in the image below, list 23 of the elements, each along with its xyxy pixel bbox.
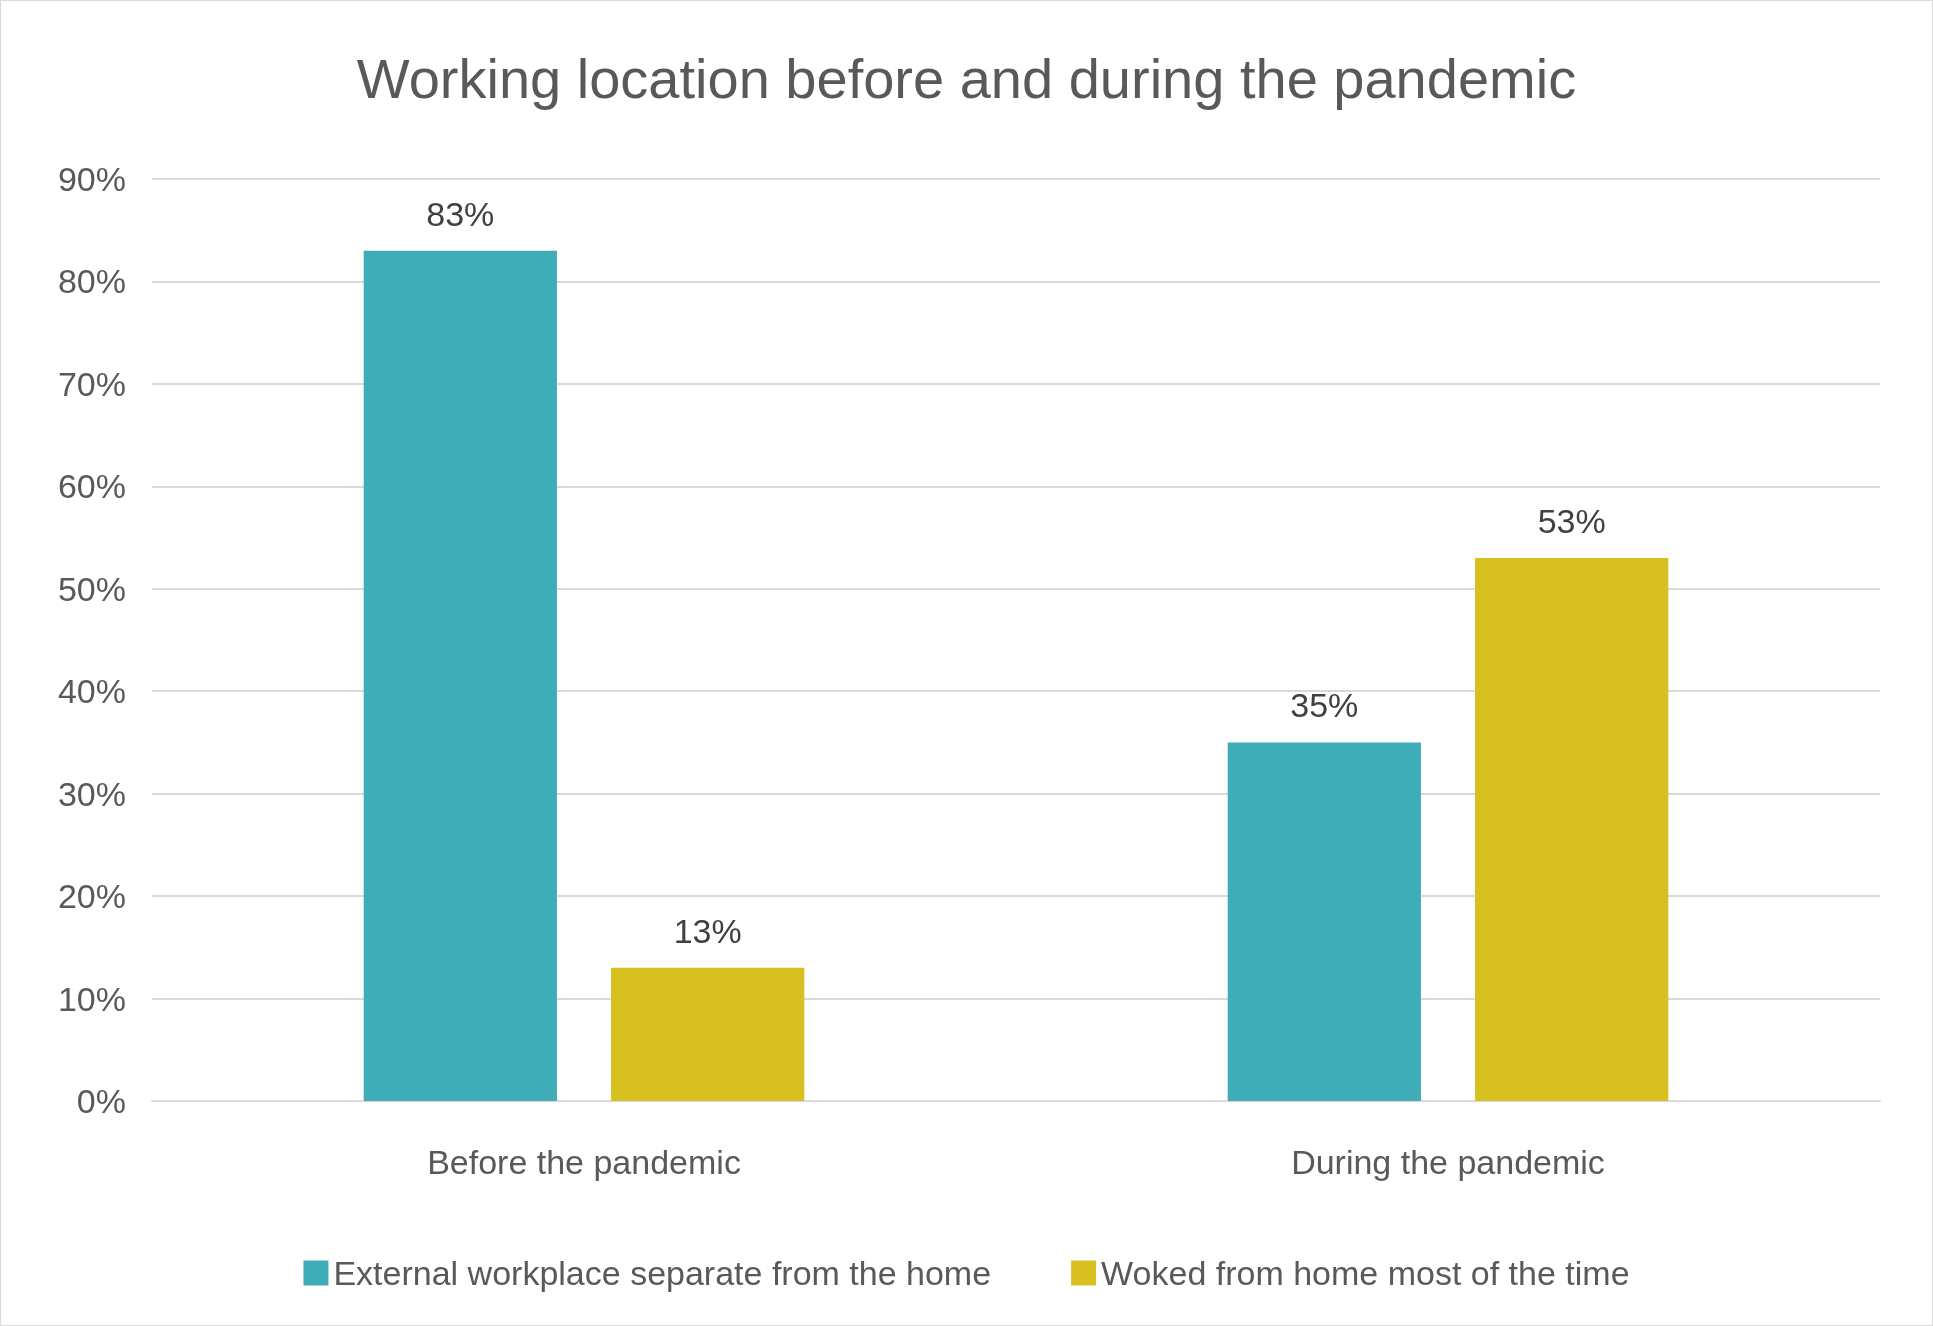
y-tick-label: 10% xyxy=(57,979,126,1018)
legend-label: Woked from home most of the time xyxy=(1101,1254,1630,1292)
data-label: 35% xyxy=(1290,686,1359,725)
data-label: 83% xyxy=(426,194,495,233)
data-label: 53% xyxy=(1537,502,1606,541)
x-tick-label: Before the pandemic xyxy=(427,1143,741,1181)
y-tick-label: 30% xyxy=(57,774,126,813)
y-tick-label: 90% xyxy=(57,160,126,198)
y-tick-label: 60% xyxy=(57,467,126,506)
bar xyxy=(611,967,805,1101)
bar xyxy=(1475,558,1669,1101)
x-tick-label: During the pandemic xyxy=(1291,1143,1605,1181)
y-tick-label: 80% xyxy=(57,262,126,301)
bar xyxy=(1227,742,1421,1101)
y-tick-label: 20% xyxy=(57,877,126,916)
legend-label: External workplace separate from the home xyxy=(333,1254,992,1292)
chart-title: Working location before and during the pandemic xyxy=(356,46,1577,110)
y-tick-label: 70% xyxy=(57,364,126,403)
y-tick-label: 0% xyxy=(76,1082,126,1120)
data-label: 13% xyxy=(673,911,742,950)
y-tick-label: 40% xyxy=(57,672,126,711)
y-tick-label: 50% xyxy=(57,569,126,608)
bar xyxy=(363,250,557,1101)
